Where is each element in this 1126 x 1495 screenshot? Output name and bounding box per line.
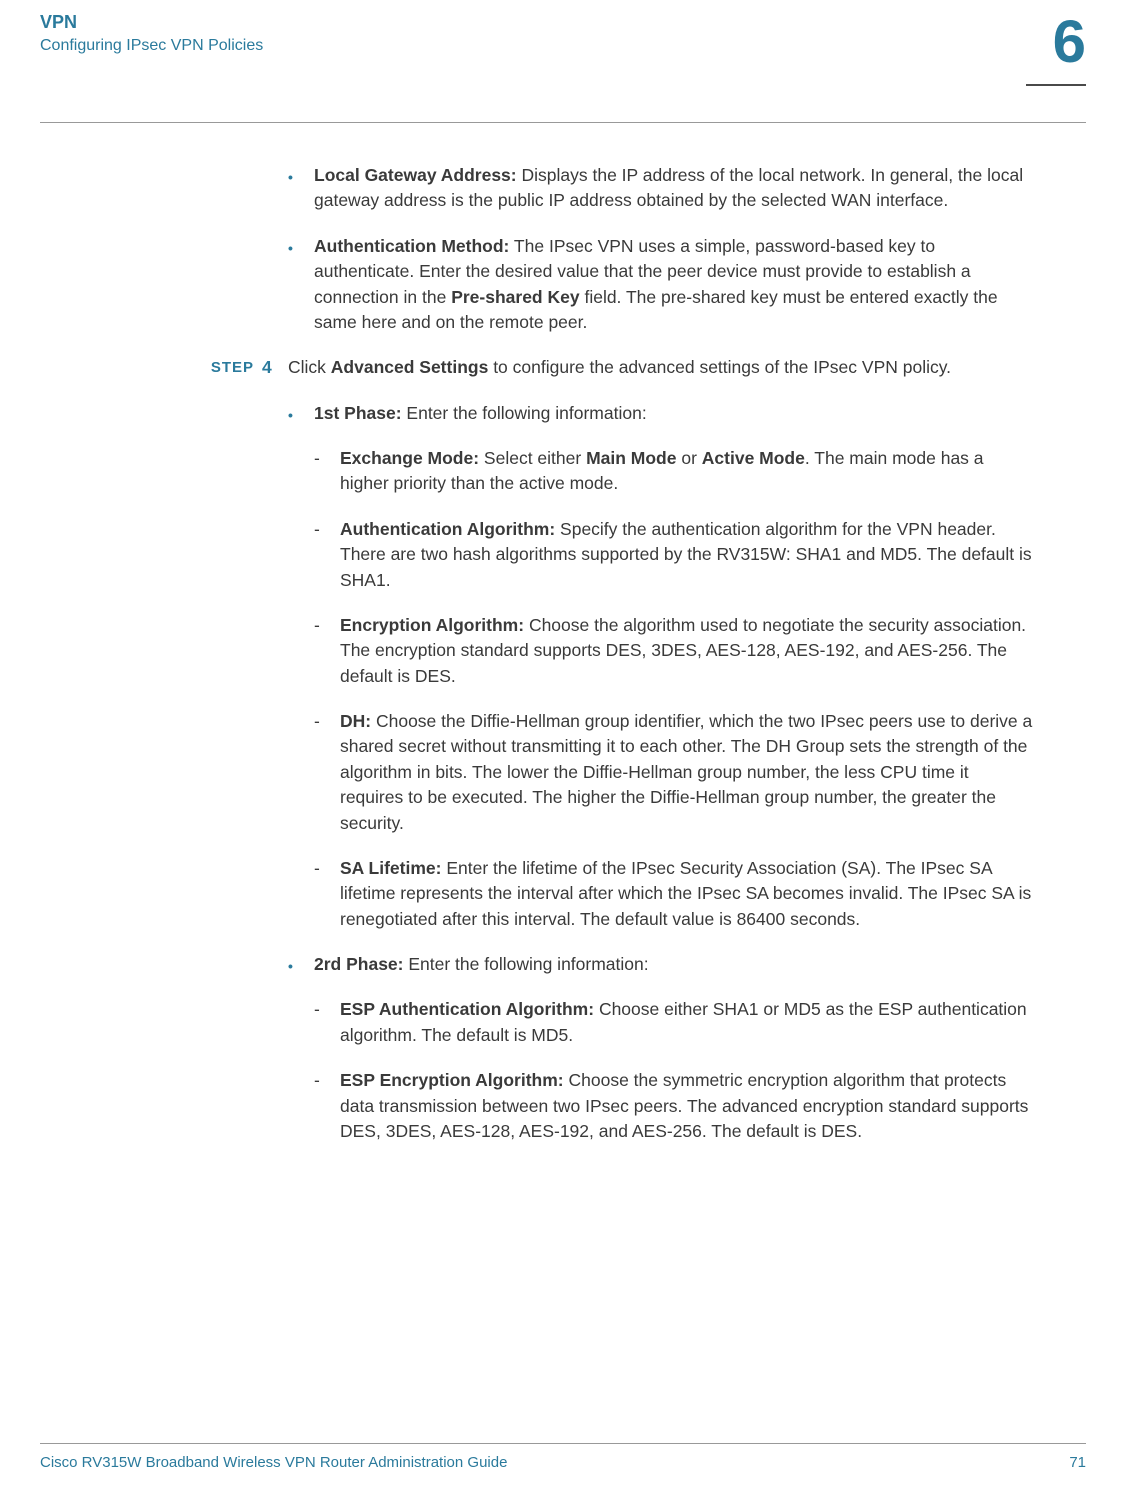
dash-dh: - DH: Choose the Diffie-Hellman group id…	[314, 709, 1036, 836]
dash-text: DH: Choose the Diffie-Hellman group iden…	[340, 709, 1036, 836]
bold-main-mode: Main Mode	[586, 448, 676, 468]
term-1st-phase: 1st Phase:	[314, 403, 402, 423]
page-footer: Cisco RV315W Broadband Wireless VPN Rout…	[40, 1443, 1086, 1471]
page-header: VPN Configuring IPsec VPN Policies 6	[0, 0, 1126, 72]
chapter-rule	[1026, 84, 1086, 86]
footer-page-number: 71	[1069, 1454, 1086, 1471]
step-number: 4	[262, 355, 288, 380]
text-sa-lifetime: Enter the lifetime of the IPsec Security…	[340, 858, 1031, 929]
term-auth-method: Authentication Method:	[314, 236, 509, 256]
dash-auth-algo: - Authentication Algorithm: Specify the …	[314, 517, 1036, 593]
term-2rd-phase: 2rd Phase:	[314, 954, 403, 974]
step-4-row: STEP 4 Click Advanced Settings to config…	[190, 355, 1036, 380]
dash-sa-lifetime: - SA Lifetime: Enter the lifetime of the…	[314, 856, 1036, 932]
bold-active-mode: Active Mode	[702, 448, 805, 468]
dash-text: Encryption Algorithm: Choose the algorit…	[340, 613, 1036, 689]
dash-esp-enc: - ESP Encryption Algorithm: Choose the s…	[314, 1068, 1036, 1144]
dash-mark-icon: -	[314, 856, 340, 932]
chapter-box: 6	[1026, 12, 1086, 72]
em-text-a: Select either	[479, 448, 586, 468]
footer-left: Cisco RV315W Broadband Wireless VPN Rout…	[40, 1454, 507, 1471]
bullet-text: 2rd Phase: Enter the following informati…	[314, 952, 649, 977]
dash-mark-icon: -	[314, 613, 340, 689]
bullet-local-gateway: • Local Gateway Address: Displays the IP…	[288, 163, 1036, 214]
bullet-2rd-phase: • 2rd Phase: Enter the following informa…	[288, 952, 1036, 977]
bullet-mark-icon: •	[288, 401, 314, 426]
text-2rd-phase: Enter the following information:	[403, 954, 648, 974]
dash-text: Exchange Mode: Select either Main Mode o…	[340, 446, 1036, 497]
dash-exchange-mode: - Exchange Mode: Select either Main Mode…	[314, 446, 1036, 497]
step4-text-b: to configure the advanced settings of th…	[488, 357, 951, 377]
dash-enc-algo: - Encryption Algorithm: Choose the algor…	[314, 613, 1036, 689]
step-text: Click Advanced Settings to configure the…	[288, 355, 951, 380]
bullet-mark-icon: •	[288, 952, 314, 977]
term-sa-lifetime: SA Lifetime:	[340, 858, 441, 878]
term-enc-algo: Encryption Algorithm:	[340, 615, 524, 635]
bullet-mark-icon: •	[288, 163, 314, 214]
dash-text: SA Lifetime: Enter the lifetime of the I…	[340, 856, 1036, 932]
term-esp-auth: ESP Authentication Algorithm:	[340, 999, 594, 1019]
term-esp-enc: ESP Encryption Algorithm:	[340, 1070, 564, 1090]
dash-text: Authentication Algorithm: Specify the au…	[340, 517, 1036, 593]
header-left: VPN Configuring IPsec VPN Policies	[40, 12, 263, 55]
text-dh: Choose the Diffie-Hellman group identifi…	[340, 711, 1032, 833]
header-title: VPN	[40, 12, 263, 33]
bullet-text: 1st Phase: Enter the following informati…	[314, 401, 647, 426]
dash-mark-icon: -	[314, 446, 340, 497]
dash-text: ESP Encryption Algorithm: Choose the sym…	[340, 1068, 1036, 1144]
page-content: • Local Gateway Address: Displays the IP…	[0, 123, 1126, 1144]
bold-advanced-settings: Advanced Settings	[331, 357, 489, 377]
step4-text-a: Click	[288, 357, 331, 377]
term-local-gateway: Local Gateway Address:	[314, 165, 517, 185]
bullet-text: Local Gateway Address: Displays the IP a…	[314, 163, 1036, 214]
dash-text: ESP Authentication Algorithm: Choose eit…	[340, 997, 1036, 1048]
term-dh: DH:	[340, 711, 371, 731]
term-exchange-mode: Exchange Mode:	[340, 448, 479, 468]
bullet-auth-method: • Authentication Method: The IPsec VPN u…	[288, 234, 1036, 336]
bold-preshared-key: Pre-shared Key	[451, 287, 579, 307]
term-auth-algo: Authentication Algorithm:	[340, 519, 555, 539]
text-1st-phase: Enter the following information:	[402, 403, 647, 423]
dash-mark-icon: -	[314, 709, 340, 836]
bullet-1st-phase: • 1st Phase: Enter the following informa…	[288, 401, 1036, 426]
dash-mark-icon: -	[314, 517, 340, 593]
bullet-text: Authentication Method: The IPsec VPN use…	[314, 234, 1036, 336]
bullet-mark-icon: •	[288, 234, 314, 336]
step-label: STEP	[190, 355, 262, 380]
dash-mark-icon: -	[314, 1068, 340, 1144]
dash-mark-icon: -	[314, 997, 340, 1048]
chapter-number: 6	[1026, 12, 1086, 72]
header-subtitle: Configuring IPsec VPN Policies	[40, 37, 263, 55]
dash-esp-auth: - ESP Authentication Algorithm: Choose e…	[314, 997, 1036, 1048]
em-text-b: or	[676, 448, 701, 468]
